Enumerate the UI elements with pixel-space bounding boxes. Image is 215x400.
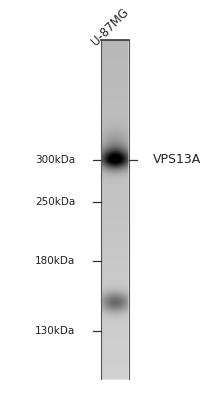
Text: U-87MG: U-87MG [89,6,132,48]
Text: 180kDa: 180kDa [35,256,75,266]
Text: 130kDa: 130kDa [35,326,75,336]
Text: VPS13A: VPS13A [153,153,201,166]
Text: 250kDa: 250kDa [35,198,75,208]
Text: 300kDa: 300kDa [35,155,75,165]
